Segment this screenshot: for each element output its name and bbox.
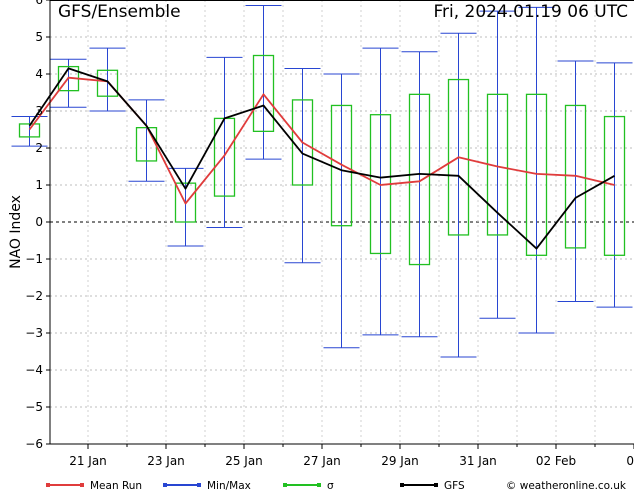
x-tick-label: 27 Jan: [303, 454, 341, 468]
x-tick-label: 04: [626, 454, 634, 468]
series-lines: [28, 67, 615, 250]
y-tick-label: 0: [35, 215, 43, 229]
y-tick-label: 1: [35, 178, 43, 192]
y-tick-label: −6: [25, 437, 43, 451]
x-tick-label: 31 Jan: [459, 454, 497, 468]
legend-marker: [80, 483, 84, 487]
legend-marker: [283, 483, 287, 487]
x-tick-label: 25 Jan: [225, 454, 263, 468]
sigma-box: [174, 182, 197, 223]
legend-item: Min/Max: [163, 480, 251, 490]
legend: Mean Run Min/Max σ GFS: [46, 480, 465, 490]
y-tick-label: 3: [35, 104, 43, 118]
legend-label: Min/Max: [207, 480, 251, 490]
sigma-box: [564, 104, 587, 249]
sigma-box: [18, 123, 41, 138]
x-tick-label: 21 Jan: [69, 454, 107, 468]
y-tick-label: −1: [25, 252, 43, 266]
legend-item: GFS: [400, 480, 465, 490]
legend-marker: [197, 483, 201, 487]
legend-marker: [400, 483, 404, 487]
sigma-box: [252, 54, 275, 132]
y-axis-label: NAO Index: [8, 195, 24, 269]
y-tick-label: 4: [35, 67, 43, 81]
y-tick-label: −4: [25, 363, 43, 377]
legend-item: Mean Run: [46, 480, 142, 490]
y-tick-label: −2: [25, 289, 43, 303]
sigma-box: [96, 69, 119, 97]
y-tick-label: −5: [25, 400, 43, 414]
y-tick-label: 5: [35, 30, 43, 44]
y-tick-label: 6: [35, 0, 43, 7]
legend-marker: [46, 483, 50, 487]
x-tick-label: 23 Jan: [147, 454, 185, 468]
legend-label: GFS: [444, 480, 465, 490]
sigma-box: [408, 93, 431, 266]
legend-marker: [163, 483, 167, 487]
run-info: Fri, 2024.01.19 06 UTC: [433, 2, 628, 22]
legend-label: Mean Run: [90, 480, 142, 490]
chart-title: GFS/Ensemble: [58, 2, 181, 22]
x-tick-label: 29 Jan: [381, 454, 419, 468]
legend-marker: [317, 483, 321, 487]
legend-item: σ: [283, 480, 334, 490]
axes: −6 −5 −4 −3 −2 −1 0 1 2 3 4 5 6 21 Jan 23 Jan 25 Jan 27 …: [25, 0, 634, 468]
y-tick-label: −3: [25, 326, 43, 340]
y-tick-label: 2: [35, 141, 43, 155]
legend-marker: [434, 483, 438, 487]
ensemble-bars: [11, 5, 633, 358]
sigma-box: [603, 115, 626, 256]
sigma-box: [447, 78, 470, 236]
credit-text: © weatheronline.co.uk: [506, 480, 627, 490]
legend-label: σ: [327, 480, 334, 490]
x-tick-label: 02 Feb: [536, 454, 576, 468]
gfs-line: [28, 67, 615, 250]
